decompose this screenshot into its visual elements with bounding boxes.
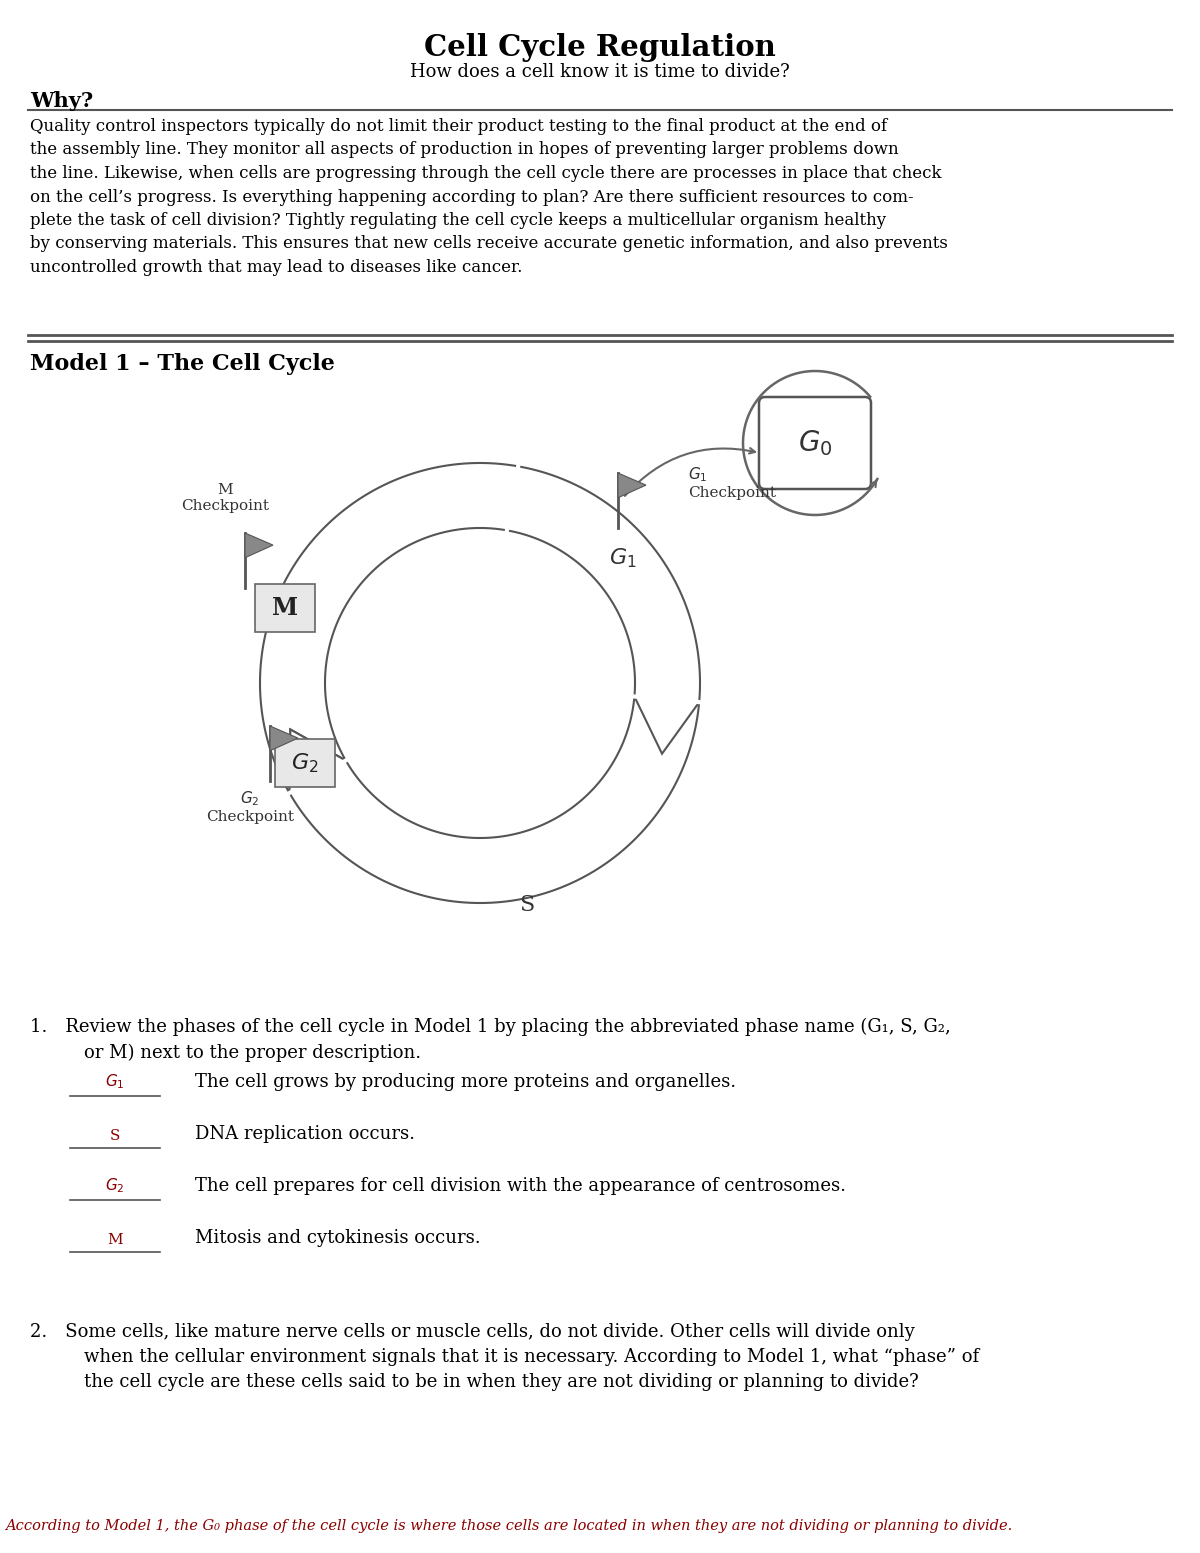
Text: $G_1$: $G_1$ — [106, 1072, 125, 1092]
Text: DNA replication occurs.: DNA replication occurs. — [194, 1124, 415, 1143]
Polygon shape — [289, 730, 346, 794]
Text: M
Checkpoint: M Checkpoint — [181, 483, 269, 512]
Text: Quality control inspectors typically do not limit their product testing to the f: Quality control inspectors typically do … — [30, 118, 948, 276]
Text: $G_2$: $G_2$ — [292, 752, 319, 775]
Text: $G_1$: $G_1$ — [608, 547, 636, 570]
Polygon shape — [506, 466, 700, 702]
Text: $G_2$: $G_2$ — [106, 1176, 125, 1194]
Text: S: S — [110, 1129, 120, 1143]
Text: $G_0$: $G_0$ — [798, 429, 833, 458]
Text: 2. Some cells, like mature nerve cells or muscle cells, do not divide. Other cel: 2. Some cells, like mature nerve cells o… — [30, 1323, 979, 1391]
Text: M: M — [107, 1233, 122, 1247]
Polygon shape — [635, 696, 700, 753]
Polygon shape — [245, 533, 274, 558]
Text: S: S — [520, 895, 534, 916]
Text: Mitosis and cytokinesis occurs.: Mitosis and cytokinesis occurs. — [194, 1228, 481, 1247]
Polygon shape — [270, 725, 298, 750]
Text: Cell Cycle Regulation: Cell Cycle Regulation — [424, 33, 776, 62]
Polygon shape — [618, 474, 646, 499]
Polygon shape — [289, 730, 346, 794]
Text: The cell grows by producing more proteins and organelles.: The cell grows by producing more protein… — [194, 1073, 736, 1092]
Text: The cell prepares for cell division with the appearance of centrosomes.: The cell prepares for cell division with… — [194, 1177, 846, 1194]
Text: $G_2$
Checkpoint: $G_2$ Checkpoint — [206, 789, 294, 825]
Polygon shape — [260, 463, 518, 794]
Text: Model 1 – The Cell Cycle: Model 1 – The Cell Cycle — [30, 353, 335, 374]
Text: How does a cell know it is time to divide?: How does a cell know it is time to divid… — [410, 64, 790, 81]
Text: Why?: Why? — [30, 92, 94, 110]
Text: M: M — [272, 596, 298, 620]
Text: 1. Review the phases of the cell cycle in Model 1 by placing the abbreviated pha: 1. Review the phases of the cell cycle i… — [30, 1019, 950, 1062]
FancyBboxPatch shape — [760, 398, 871, 489]
FancyBboxPatch shape — [256, 584, 314, 632]
Text: $G_1$
Checkpoint: $G_1$ Checkpoint — [688, 466, 776, 500]
Polygon shape — [289, 696, 700, 902]
Text: According to Model 1, the G₀ phase of the cell cycle is where those cells are lo: According to Model 1, the G₀ phase of th… — [5, 1519, 1013, 1533]
FancyBboxPatch shape — [275, 739, 335, 787]
